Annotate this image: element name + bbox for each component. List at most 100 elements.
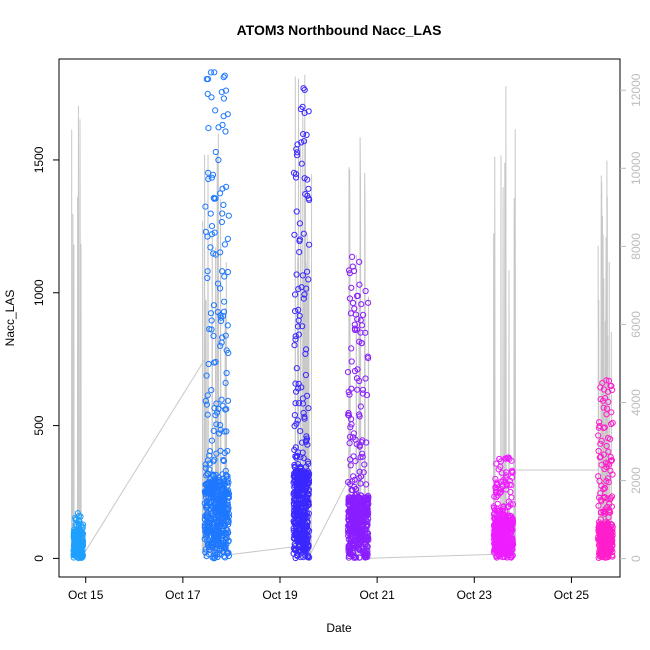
point-1-344 bbox=[203, 511, 210, 518]
point-2-106 bbox=[293, 271, 300, 278]
point-4-404 bbox=[493, 547, 500, 554]
point-2-37 bbox=[301, 138, 308, 145]
point-2-406 bbox=[291, 541, 298, 548]
point-2-476 bbox=[297, 454, 304, 461]
connector-line-0 bbox=[82, 359, 206, 555]
point-2-365 bbox=[302, 463, 310, 470]
point-2-482 bbox=[301, 487, 308, 494]
point-2-354 bbox=[304, 268, 311, 275]
point-2-29 bbox=[295, 331, 302, 338]
point-1-517 bbox=[211, 489, 218, 496]
connector-line-2 bbox=[308, 480, 349, 557]
point-4-407 bbox=[509, 515, 516, 522]
point-1-454 bbox=[205, 169, 212, 176]
point-5-91 bbox=[597, 490, 604, 497]
point-4-214 bbox=[506, 481, 513, 488]
point-1-175 bbox=[223, 183, 230, 190]
point-2-237 bbox=[293, 208, 300, 215]
point-3-207 bbox=[354, 386, 361, 393]
point-1-395 bbox=[215, 537, 222, 544]
point-3-392 bbox=[351, 476, 358, 483]
point-1-473 bbox=[225, 212, 232, 219]
point-2-108 bbox=[296, 237, 303, 245]
point-1-510 bbox=[203, 528, 210, 535]
point-2-452 bbox=[305, 405, 312, 412]
point-3-436 bbox=[350, 542, 357, 549]
point-1-411 bbox=[223, 347, 230, 354]
point-2-366 bbox=[290, 525, 297, 532]
point-4-292 bbox=[503, 472, 510, 479]
point-5-251 bbox=[595, 554, 602, 562]
point-5-186 bbox=[607, 494, 615, 501]
point-1-242 bbox=[214, 280, 222, 287]
point-4-411 bbox=[509, 501, 517, 508]
point-3-362 bbox=[346, 440, 353, 447]
point-2-187 bbox=[303, 285, 310, 292]
point-1-466 bbox=[214, 553, 221, 561]
point-3-376 bbox=[346, 509, 353, 517]
point-5-294 bbox=[603, 405, 611, 412]
point-3-466 bbox=[350, 473, 357, 480]
point-5-316 bbox=[599, 397, 607, 404]
point-1-494 bbox=[211, 534, 218, 541]
point-4-370 bbox=[506, 455, 513, 462]
point-5-320 bbox=[602, 544, 609, 551]
point-5-334 bbox=[605, 549, 612, 556]
point-3-479 bbox=[345, 512, 352, 519]
point-2-349 bbox=[301, 175, 308, 182]
point-0-150 bbox=[77, 530, 84, 537]
point-4-403 bbox=[503, 480, 510, 487]
point-1-254 bbox=[221, 308, 228, 315]
point-3-382 bbox=[345, 409, 352, 417]
point-1-513 bbox=[222, 509, 229, 516]
point-3-317 bbox=[347, 462, 354, 469]
point-3-470 bbox=[355, 541, 363, 549]
point-2-431 bbox=[300, 475, 307, 482]
y2-tick-label-6: 12000 bbox=[629, 73, 643, 107]
point-1-346 bbox=[218, 218, 225, 226]
point-3-463 bbox=[356, 338, 363, 345]
point-1-501 bbox=[210, 478, 218, 485]
point-5-268 bbox=[608, 382, 615, 389]
point-3-335 bbox=[344, 369, 352, 376]
point-2-77 bbox=[294, 149, 301, 156]
point-3-126 bbox=[365, 299, 372, 306]
point-1-383 bbox=[208, 317, 215, 324]
point-3-217 bbox=[365, 355, 372, 362]
point-3-280 bbox=[348, 385, 355, 392]
point-4-408 bbox=[509, 538, 516, 545]
point-1-453 bbox=[219, 527, 227, 535]
point-1-236 bbox=[203, 401, 210, 408]
point-5-262 bbox=[600, 508, 607, 515]
point-5-282 bbox=[601, 485, 608, 492]
point-5-263 bbox=[597, 384, 604, 391]
point-2-210 bbox=[292, 400, 299, 407]
point-1-471 bbox=[223, 533, 230, 541]
point-5-278 bbox=[604, 460, 611, 467]
point-0-159 bbox=[76, 539, 83, 546]
point-3-453 bbox=[356, 258, 363, 265]
point-1-0 bbox=[211, 69, 218, 76]
point-1-433 bbox=[217, 312, 224, 319]
point-2-474 bbox=[295, 535, 302, 543]
point-3-61 bbox=[365, 515, 372, 522]
point-1-277 bbox=[205, 125, 212, 132]
point-1-86 bbox=[219, 268, 226, 275]
point-1-400 bbox=[221, 273, 228, 280]
point-1-93 bbox=[204, 90, 211, 98]
point-1-375 bbox=[222, 379, 229, 386]
point-3-475 bbox=[349, 506, 356, 513]
point-3-446 bbox=[354, 292, 361, 300]
point-1-216 bbox=[221, 449, 228, 456]
point-1-313 bbox=[205, 360, 212, 368]
point-3-405 bbox=[360, 469, 367, 476]
point-1-483 bbox=[217, 342, 224, 349]
point-3-469 bbox=[358, 504, 365, 511]
point-1-239 bbox=[202, 203, 209, 210]
point-3-353 bbox=[349, 263, 356, 270]
point-5-234 bbox=[607, 436, 614, 443]
point-2-144 bbox=[295, 400, 303, 407]
point-1-384 bbox=[211, 195, 218, 202]
point-1-50 bbox=[210, 427, 217, 434]
point-3-419 bbox=[362, 536, 369, 544]
